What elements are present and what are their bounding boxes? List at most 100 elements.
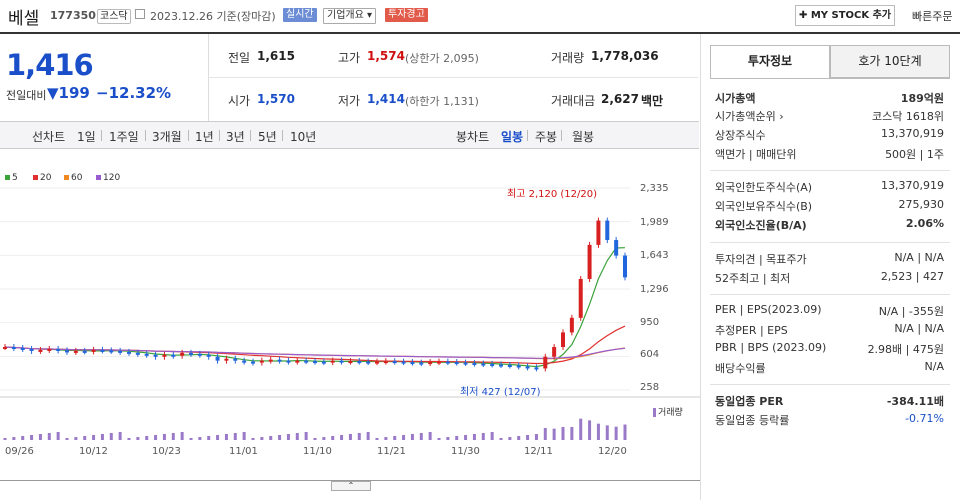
volume-bar <box>384 437 388 440</box>
add-mystock-button[interactable]: ✚ MY STOCK 추가 <box>795 5 895 26</box>
divider <box>527 130 528 141</box>
tab-orderbook[interactable]: 호가 10단계 <box>830 45 950 78</box>
change-label: 전일대비 <box>6 89 47 102</box>
candle <box>56 348 61 351</box>
low-value: 1,414 <box>367 92 405 106</box>
tab-daily[interactable]: 일봉 <box>501 130 524 144</box>
volume-bar <box>304 432 308 440</box>
candle <box>295 360 300 363</box>
volume-bar <box>508 437 512 440</box>
info-label: 외국인한도주식수(A) <box>715 181 813 194</box>
volume-bar <box>295 433 299 440</box>
legend-ma20: 20 <box>33 173 51 183</box>
info-value: 13,370,919 <box>881 179 944 192</box>
candle <box>321 361 326 364</box>
tab-3m[interactable]: 3개월 <box>152 130 182 144</box>
company-overview-dropdown[interactable]: 기업개요 ▾ <box>323 8 376 24</box>
tab-weekly[interactable]: 주봉 <box>535 130 558 144</box>
candle <box>339 360 344 363</box>
y-tick: 1,643 <box>640 250 669 261</box>
info-value: 275,930 <box>898 198 945 211</box>
info-value: N/A | N/A <box>894 322 944 335</box>
divider <box>561 130 562 141</box>
x-tick: 10/23 <box>152 446 181 457</box>
candle <box>614 240 619 256</box>
candle <box>392 361 397 364</box>
tab-3y[interactable]: 3년 <box>226 130 245 144</box>
candle-chart-label: 봉차트 <box>456 130 490 144</box>
volume-bar <box>56 432 60 440</box>
volume-bar <box>455 436 459 440</box>
volume-bar <box>322 437 326 440</box>
volume-bar <box>534 434 538 440</box>
low-annotation: 최저 427 (12/07) <box>460 387 541 398</box>
volume-bar <box>162 434 166 440</box>
market-badge: 코스닥 <box>97 9 131 24</box>
candle <box>481 363 486 366</box>
candle <box>578 278 583 318</box>
tab-10y[interactable]: 10년 <box>290 130 317 144</box>
volume-label: 거래량 <box>551 51 585 65</box>
candle <box>419 362 424 365</box>
candle <box>454 362 459 365</box>
candle <box>144 353 149 356</box>
volume-bar <box>375 438 379 440</box>
change-value: ▼199 <box>47 84 90 102</box>
candle <box>65 350 69 353</box>
candle <box>215 356 220 361</box>
ma60-line <box>4 346 626 360</box>
candle <box>197 353 202 356</box>
candle <box>20 347 25 350</box>
legend-ma120: 120 <box>96 173 120 183</box>
amount-value: 2,627 <box>601 92 639 106</box>
prev-label: 전일 <box>228 51 251 65</box>
info-label: 배당수익률 <box>715 362 766 375</box>
divider <box>710 384 950 385</box>
volume-bar <box>357 433 361 440</box>
tab-investment-info[interactable]: 투자정보 <box>710 45 830 78</box>
tab-1d[interactable]: 1일 <box>77 130 96 144</box>
candle <box>543 356 548 369</box>
x-tick: 11/01 <box>229 446 258 457</box>
volume-bar <box>313 438 317 440</box>
volume-bar <box>83 436 87 440</box>
quick-order-link[interactable]: 빠른주문 <box>912 10 953 23</box>
candle <box>525 366 530 369</box>
volume-legend: 거래량 <box>653 405 683 418</box>
tab-1w[interactable]: 1주일 <box>109 130 139 144</box>
info-label: PER | EPS(2023.09) <box>715 303 822 316</box>
candle <box>224 358 229 361</box>
candle <box>472 363 477 366</box>
x-tick: 09/26 <box>5 446 34 457</box>
info-value: 코스닥 1618위 <box>872 110 944 123</box>
candle <box>153 354 158 357</box>
chart-collapse-handle[interactable]: ⌃ <box>331 481 371 491</box>
volume-bar <box>242 432 246 440</box>
candle <box>437 361 441 364</box>
tab-monthly[interactable]: 월봉 <box>572 130 595 144</box>
candle <box>11 347 16 350</box>
volume-bar <box>623 424 627 440</box>
info-label: 52주최고 | 최저 <box>715 272 791 285</box>
divider <box>101 130 102 141</box>
legend-ma60: 60 <box>64 173 82 183</box>
high-label: 고가 <box>338 51 361 65</box>
volume-bar <box>588 420 592 440</box>
volume-bar <box>278 435 282 440</box>
candle <box>286 360 291 363</box>
volume-bar <box>127 438 131 440</box>
price-chart[interactable] <box>0 180 700 460</box>
stock-name: 베셀 <box>8 9 40 29</box>
tab-1y[interactable]: 1년 <box>195 130 214 144</box>
realtime-badge[interactable]: 실시간 <box>283 8 317 22</box>
candle <box>91 349 96 352</box>
info-label: 시가총액순위 › <box>715 110 784 123</box>
tab-5y[interactable]: 5년 <box>258 130 277 144</box>
x-tick: 11/21 <box>377 446 406 457</box>
ma5-line <box>4 247 626 368</box>
info-value: N/A | -355원 <box>878 305 944 318</box>
volume-bar <box>499 438 503 440</box>
volume-bar <box>30 435 34 440</box>
volume-bar <box>517 436 521 440</box>
divider <box>710 170 950 171</box>
